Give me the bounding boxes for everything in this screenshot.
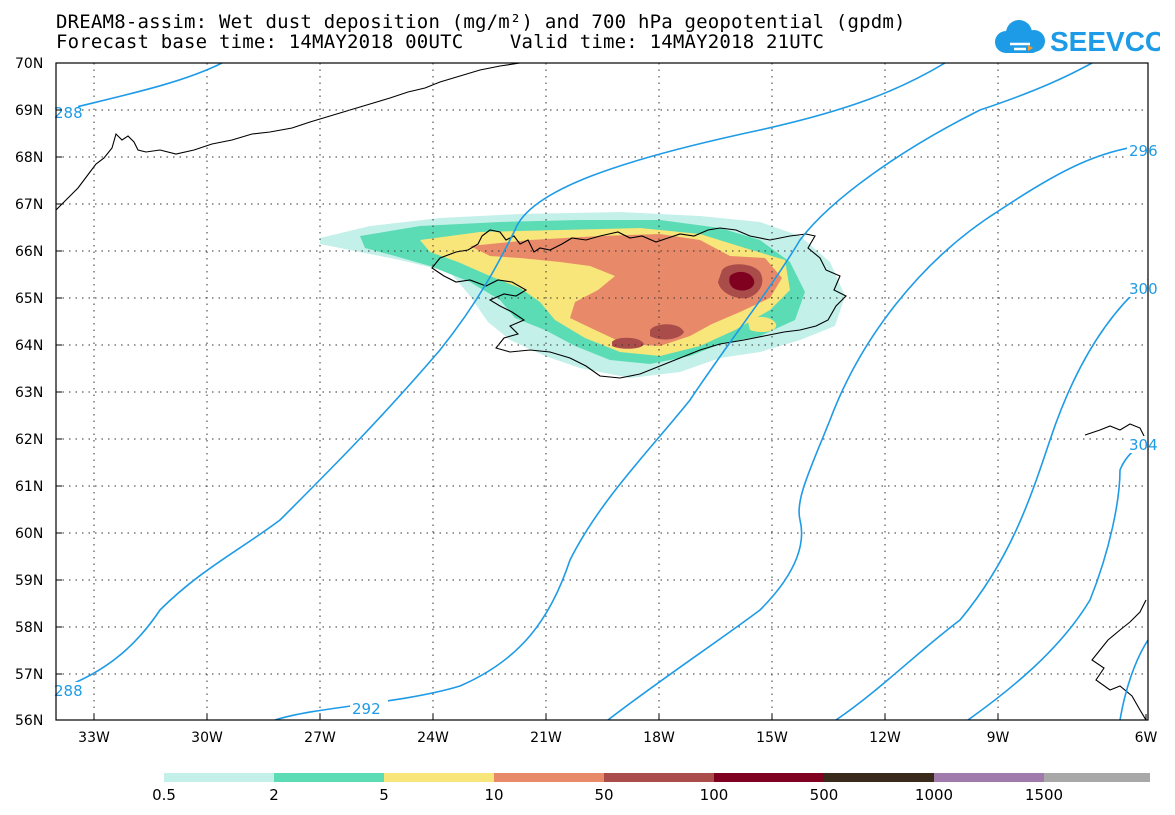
colorbar-label: 2 xyxy=(269,786,279,804)
lon-label: 33W xyxy=(78,730,110,746)
contour-label: 288 xyxy=(54,104,83,122)
lon-label: 21W xyxy=(530,730,562,746)
longitude-labels: 33W 30W 27W 24W 21W 18W 15W 12W 9W 6W xyxy=(78,730,1157,746)
contour-304-a xyxy=(967,439,1148,720)
faroe-coast xyxy=(1084,423,1147,441)
axis-ticks xyxy=(56,62,1147,721)
dust-deposition-field xyxy=(320,212,845,378)
contour-label: 304 xyxy=(1129,436,1158,454)
lat-label: 67N xyxy=(15,197,43,213)
colorbar-swatch xyxy=(494,773,604,782)
lon-label: 12W xyxy=(869,730,901,746)
lat-label: 68N xyxy=(15,150,43,166)
iceland-coast xyxy=(431,227,847,379)
colorbar-label: 5 xyxy=(379,786,389,804)
colorbar-label: 100 xyxy=(700,786,729,804)
colorbar-swatch xyxy=(714,773,824,782)
colorbar-swatch xyxy=(824,773,934,782)
map-subtitle: Forecast base time: 14MAY2018 00UTC Vali… xyxy=(56,31,825,53)
lat-label: 64N xyxy=(15,338,43,354)
contour-label: 296 xyxy=(1129,142,1158,160)
lat-label: 62N xyxy=(15,432,43,448)
lon-label: 15W xyxy=(756,730,788,746)
dust-level-100 xyxy=(729,271,755,291)
colorbar-swatch xyxy=(604,773,714,782)
colorbar-swatch xyxy=(1044,773,1150,782)
latitude-labels: 70N 69N 68N 67N 66N 65N 64N 63N 62N 61N … xyxy=(15,56,43,729)
lon-label: 27W xyxy=(304,730,336,746)
colorbar-label: 50 xyxy=(594,786,613,804)
lat-label: 61N xyxy=(15,479,43,495)
lat-label: 58N xyxy=(15,620,43,636)
colorbar-label: 1000 xyxy=(915,786,953,804)
contour-labels: 288 288 292 296 300 304 xyxy=(52,104,1158,718)
colorbar-label: 1500 xyxy=(1025,786,1063,804)
colorbar-swatch xyxy=(164,773,274,782)
colorbar-label: 500 xyxy=(810,786,839,804)
seevccc-logo: SEEVCCC xyxy=(995,20,1160,57)
map-title: DREAM8-assim: Wet dust deposition (mg/m²… xyxy=(56,11,906,33)
colorbar-swatch xyxy=(934,773,1044,782)
lon-label: 24W xyxy=(417,730,449,746)
coastlines xyxy=(56,63,1147,720)
contour-292 xyxy=(274,63,1093,720)
contour-300 xyxy=(835,279,1148,720)
graticule xyxy=(56,63,1148,720)
lat-label: 63N xyxy=(15,385,43,401)
geopotential-contours xyxy=(56,63,1148,720)
lat-label: 70N xyxy=(15,56,43,72)
dust-level-50-b xyxy=(612,324,684,349)
lat-label: 66N xyxy=(15,244,43,260)
cloud-icon xyxy=(995,20,1045,53)
colorbar: 0.5 2 5 10 50 100 500 1000 1500 xyxy=(152,773,1150,804)
dust-level-5-south xyxy=(748,316,777,332)
colorbar-swatch xyxy=(274,773,384,782)
contour-296 xyxy=(607,144,1148,720)
scotland-coast xyxy=(1091,599,1147,720)
lat-label: 56N xyxy=(15,713,43,729)
contour-label: 292 xyxy=(352,700,381,718)
lat-label: 60N xyxy=(15,526,43,542)
lat-label: 65N xyxy=(15,291,43,307)
lon-label: 6W xyxy=(1135,730,1158,746)
greenland-coast xyxy=(56,63,521,211)
contour-304-b xyxy=(1119,639,1148,720)
lat-label: 57N xyxy=(15,667,43,683)
lon-label: 18W xyxy=(643,730,675,746)
colorbar-label: 0.5 xyxy=(152,786,176,804)
contour-label: 288 xyxy=(54,682,83,700)
logo-text: SEEVCCC xyxy=(1050,26,1160,57)
lat-label: 69N xyxy=(15,103,43,119)
colorbar-swatch xyxy=(384,773,494,782)
dust-level-10 xyxy=(470,234,782,346)
lat-label: 59N xyxy=(15,573,43,589)
lon-label: 30W xyxy=(191,730,223,746)
contour-288-south xyxy=(56,63,946,691)
lon-label: 9W xyxy=(987,730,1010,746)
contour-label: 300 xyxy=(1129,280,1158,298)
colorbar-label: 10 xyxy=(484,786,503,804)
contour-288-north xyxy=(56,63,223,113)
